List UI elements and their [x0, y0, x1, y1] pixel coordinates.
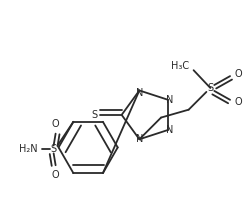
Text: S: S [91, 110, 97, 120]
Text: N: N [136, 134, 143, 144]
Text: H₃C: H₃C [171, 61, 189, 71]
Text: O: O [234, 97, 242, 107]
Text: O: O [234, 69, 242, 79]
Text: N: N [166, 95, 174, 105]
Text: O: O [52, 119, 60, 129]
Text: O: O [52, 170, 60, 180]
Text: N: N [166, 125, 174, 135]
Text: S: S [51, 145, 57, 154]
Text: N: N [136, 88, 143, 99]
Text: H₂N: H₂N [19, 145, 37, 154]
Text: S: S [207, 83, 214, 93]
